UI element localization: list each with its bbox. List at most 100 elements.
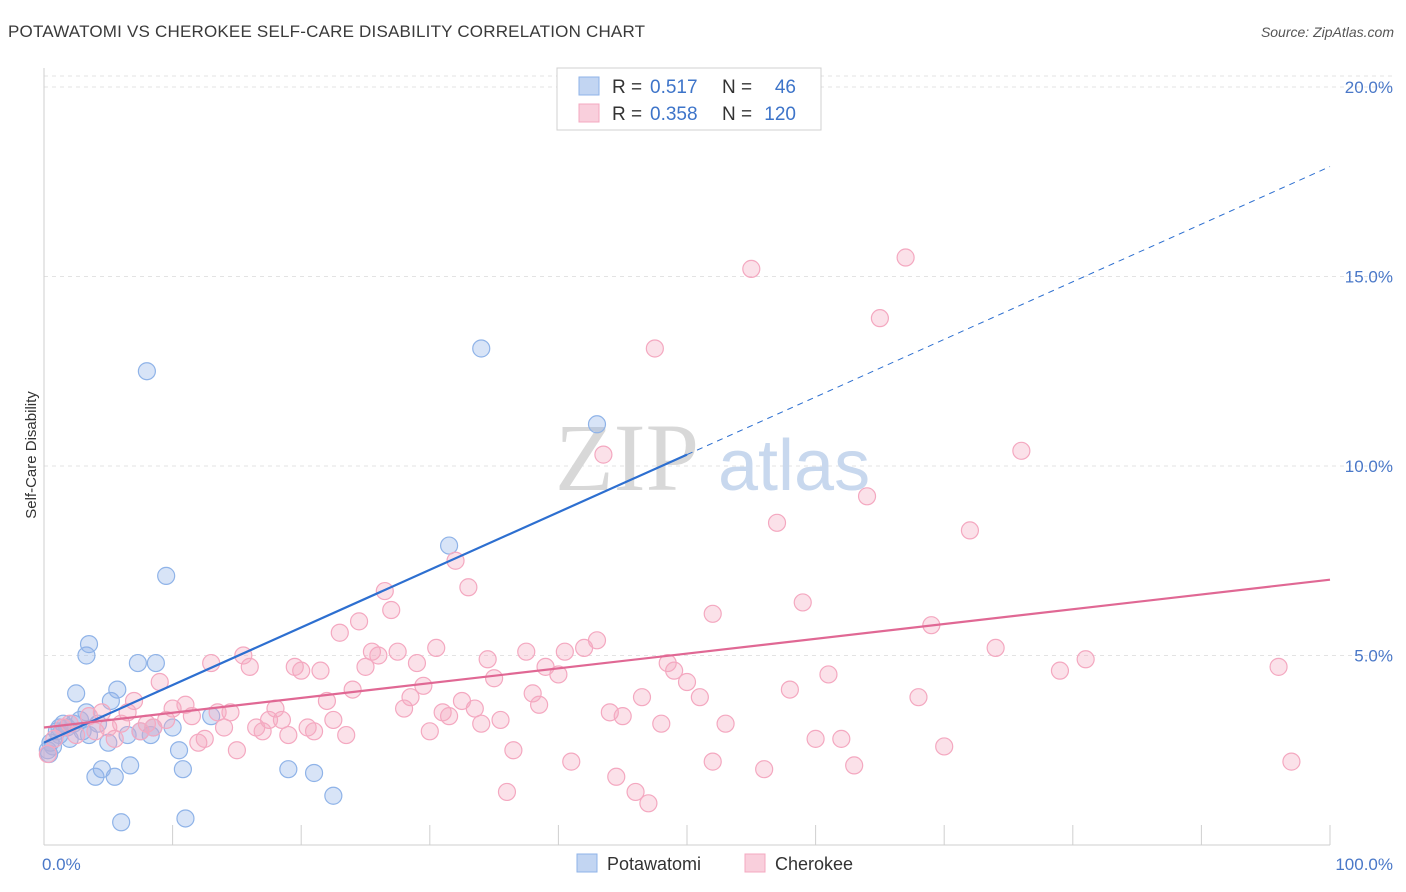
point-cherokee <box>465 699 484 718</box>
point-cherokee <box>690 688 709 707</box>
point-cherokee <box>1076 650 1095 669</box>
point-potawatomi <box>324 786 343 805</box>
point-cherokee <box>202 653 221 673</box>
point-cherokee <box>665 661 684 680</box>
point-cherokee <box>755 760 774 779</box>
point-cherokee <box>870 309 890 328</box>
point-cherokee <box>832 729 851 748</box>
point-cherokee <box>337 725 356 745</box>
chart-source: Source: ZipAtlas.com <box>1260 24 1394 40</box>
point-cherokee <box>632 688 652 707</box>
y-tick-labels: 5.0% 10.0% 15.0% 20.0% <box>1345 78 1393 666</box>
point-potawatomi <box>176 809 195 828</box>
point-cherokee <box>343 680 362 699</box>
grid-lines <box>44 75 1392 656</box>
legend-r-label: R = <box>612 77 642 98</box>
point-cherokee <box>324 710 343 730</box>
point-cherokee <box>703 752 722 771</box>
point-cherokee <box>124 691 144 711</box>
point-cherokee <box>407 653 427 673</box>
trend-line-extension-potawatomi <box>686 166 1331 456</box>
point-cherokee <box>472 714 491 733</box>
trend-line-cherokee <box>43 578 1331 729</box>
point-cherokee <box>1269 657 1288 676</box>
point-potawatomi <box>112 813 131 832</box>
point-potawatomi <box>157 566 176 585</box>
legend: R = 0.517 N = 46 R = 0.358 N = 120 <box>556 67 822 131</box>
point-potawatomi <box>108 680 127 699</box>
y-tick-label: 20.0% <box>1345 78 1393 97</box>
point-cherokee <box>645 339 664 358</box>
bottom-legend-swatch-cherokee <box>744 853 766 873</box>
point-cherokee <box>292 661 311 680</box>
point-cherokee <box>414 676 433 695</box>
point-cherokee <box>555 642 574 661</box>
point-cherokee <box>304 722 324 741</box>
point-cherokee <box>356 657 375 676</box>
point-cherokee <box>38 744 57 764</box>
point-cherokee <box>105 729 124 748</box>
point-potawatomi <box>439 536 459 555</box>
point-cherokee <box>485 669 504 688</box>
point-cherokee <box>530 695 549 714</box>
point-cherokee <box>259 710 279 730</box>
point-cherokee <box>960 521 980 540</box>
point-cherokee <box>742 259 761 278</box>
legend-r-label: R = <box>612 104 642 125</box>
point-potawatomi <box>169 741 189 760</box>
point-cherokee <box>594 445 613 464</box>
point-cherokee <box>439 707 459 726</box>
point-cherokee <box>388 642 407 661</box>
point-cherokee <box>504 741 523 760</box>
point-cherokee <box>626 782 645 802</box>
point-cherokee <box>806 729 825 748</box>
point-cherokee <box>369 646 388 665</box>
legend-swatch-potawatomi <box>578 76 600 96</box>
point-cherokee <box>857 487 877 506</box>
point-cherokee <box>896 248 915 267</box>
point-potawatomi <box>472 339 491 358</box>
legend-n-label: N = <box>722 77 752 98</box>
point-cherokee <box>157 710 176 730</box>
point-cherokee <box>221 703 240 722</box>
watermark-zip: ZIP <box>555 404 699 511</box>
point-cherokee <box>767 513 787 532</box>
point-cherokee <box>1282 752 1301 771</box>
point-cherokee <box>272 710 292 730</box>
point-potawatomi <box>173 760 192 779</box>
bottom-legend-label-potawatomi: Potawatomi <box>607 854 701 874</box>
point-cherokee <box>845 756 864 775</box>
point-potawatomi <box>304 763 324 783</box>
point-potawatomi <box>79 635 99 654</box>
point-cherokee <box>176 695 195 714</box>
point-cherokee <box>639 794 658 813</box>
data-points <box>38 248 1301 832</box>
trend-lines <box>43 166 1331 744</box>
watermark: ZIP atlas <box>555 404 870 511</box>
point-potawatomi <box>146 653 165 673</box>
point-cherokee <box>478 650 497 669</box>
point-cherokee <box>935 737 954 756</box>
point-cherokee <box>497 782 517 802</box>
point-cherokee <box>382 600 401 620</box>
point-cherokee <box>523 684 542 703</box>
legend-n-value: 46 <box>775 77 796 98</box>
point-potawatomi <box>587 415 607 434</box>
point-cherokee <box>793 593 812 612</box>
y-axis-label: Self-Care Disability <box>23 391 40 519</box>
point-potawatomi <box>105 767 124 786</box>
point-cherokee <box>491 710 510 730</box>
point-cherokee <box>279 725 298 745</box>
point-cherokee <box>587 631 607 650</box>
point-cherokee <box>703 604 722 623</box>
point-cherokee <box>330 623 349 642</box>
bottom-legend: Potawatomi Cherokee <box>576 853 853 874</box>
y-tick-label: 5.0% <box>1354 646 1393 665</box>
point-cherokee <box>253 722 272 741</box>
point-cherokee <box>677 672 697 692</box>
point-cherokee <box>349 612 369 631</box>
point-potawatomi <box>121 756 140 775</box>
legend-r-value: 0.358 <box>650 104 698 125</box>
point-cherokee <box>394 699 414 718</box>
point-cherokee <box>227 741 246 760</box>
